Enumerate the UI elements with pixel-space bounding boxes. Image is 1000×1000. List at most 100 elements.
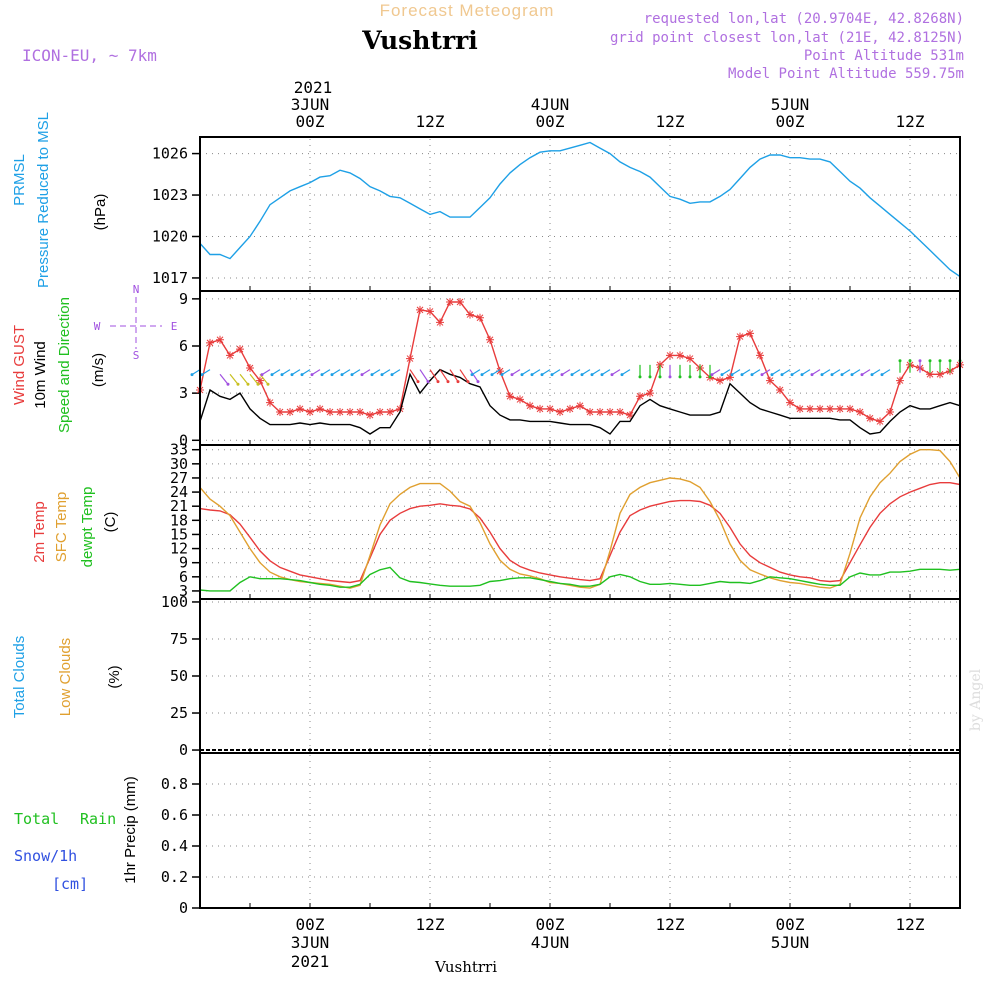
wind-arrow <box>581 369 591 376</box>
wind-arrow-head <box>446 380 450 384</box>
wind-arrow <box>419 369 429 382</box>
prmsl-unit: (hPa) <box>92 194 109 231</box>
wind-arrow-head <box>720 373 724 377</box>
gust-marker <box>926 370 934 379</box>
wind-arrow-head <box>466 380 470 384</box>
gust-marker <box>266 398 274 407</box>
station-title: Vushtrri <box>361 26 478 55</box>
wind-arrow-head <box>480 373 484 377</box>
wind-arrow <box>841 369 851 376</box>
forecast-title: Forecast Meteogram <box>380 1 555 20</box>
low-clouds-label: Low Clouds <box>57 638 74 716</box>
gust-marker <box>736 332 744 341</box>
gust-marker <box>296 404 304 413</box>
wind-arrow-head <box>540 373 544 377</box>
wind-arrow-head <box>938 359 942 363</box>
wind-arrow <box>491 369 501 376</box>
wind-arrow-head <box>300 373 304 377</box>
model-altitude: Model Point Altitude 559.75m <box>728 66 964 82</box>
gust-marker <box>796 404 804 413</box>
gust-marker <box>286 408 294 416</box>
wind-arrow-head <box>520 373 524 377</box>
grid-coords: grid point closest lon,lat (21E, 42.8125… <box>610 30 964 46</box>
gust-marker <box>566 404 574 413</box>
gust-marker <box>586 408 594 416</box>
gust-marker <box>716 376 724 385</box>
wind-arrow-head <box>688 375 692 379</box>
gust-marker <box>666 351 674 360</box>
wind-arrow <box>469 369 479 382</box>
footer-station: Vushtrri <box>434 958 497 976</box>
gust-marker <box>386 408 394 416</box>
wind-arrow-head <box>810 373 814 377</box>
wind-arrow-head <box>830 373 834 377</box>
wind-arrow-head <box>740 373 744 377</box>
wind-arrow <box>811 369 821 376</box>
gust-marker <box>876 417 884 426</box>
y-tick-label: 9 <box>179 554 188 572</box>
gust-marker <box>676 351 684 360</box>
wind-arrow-head <box>880 373 884 377</box>
wind-arrow-head <box>840 373 844 377</box>
wind-arrow <box>301 369 311 376</box>
wind-arrow-head <box>226 382 230 386</box>
y-tick-label: 27 <box>170 469 188 487</box>
gust-marker <box>606 408 614 416</box>
y-tick-label: 0.4 <box>161 837 188 855</box>
y-tick-label: 0.2 <box>161 868 188 886</box>
gust-marker <box>636 392 644 401</box>
gust-marker <box>326 408 334 416</box>
wind-arrow <box>621 369 631 376</box>
top-hour-label: 00Z <box>296 112 325 131</box>
wind-arrow-head <box>190 373 194 377</box>
gust-marker <box>746 329 754 338</box>
wind-arrow-head <box>416 380 420 384</box>
wind-arrow <box>771 369 781 376</box>
wind-arrow <box>821 369 831 376</box>
wind-arrow <box>321 369 331 376</box>
bottom-hour-label: 12Z <box>416 915 445 934</box>
wind-arrow <box>591 369 601 376</box>
top-day-label: 4JUN <box>531 95 570 114</box>
wind-arrow <box>751 369 761 376</box>
y-tick-label: 1017 <box>152 269 188 287</box>
wind-arrow-head <box>638 375 642 379</box>
gust-marker <box>836 404 844 413</box>
compass-n: N <box>133 283 140 296</box>
wind-arrow-head <box>770 373 774 377</box>
y-tick-label: 33 <box>170 441 188 459</box>
gust-marker <box>246 364 254 372</box>
wind-arrow-head <box>948 359 952 363</box>
pressure-label: Pressure Reduced to MSL <box>35 112 52 288</box>
y-tick-label: 15 <box>170 525 188 543</box>
wind-arrow-head <box>360 373 364 377</box>
gust-marker <box>356 408 364 416</box>
panel-frame <box>199 752 961 909</box>
bottom-day-label: 5JUN <box>771 933 810 952</box>
cloud-unit: (%) <box>106 665 123 688</box>
panel-frame <box>199 444 961 600</box>
panel-2: 0 3 6 9 <box>179 290 964 449</box>
gust-marker <box>936 370 944 379</box>
wind-arrow-head <box>530 373 534 377</box>
wind-arrow <box>611 369 621 376</box>
top-hour-label: 12Z <box>416 112 445 131</box>
wind-arrow-head <box>860 373 864 377</box>
wind-arrow <box>191 369 201 376</box>
wind-arrow-head <box>730 373 734 377</box>
y-tick-label: 24 <box>170 483 188 501</box>
wind-arrow <box>429 369 439 382</box>
gust-marker <box>206 338 214 347</box>
gust-marker <box>236 345 244 354</box>
gust-marker <box>856 408 864 416</box>
y-tick-label: 3 <box>179 384 188 402</box>
wind-arrow <box>531 369 541 376</box>
y-tick-label: 25 <box>170 704 188 722</box>
wind-arrow <box>721 369 731 376</box>
y-tick-label: 75 <box>170 630 188 648</box>
precip-axis-label: 1hr Precip (mm) <box>122 776 139 884</box>
snow-unit: [cm] <box>52 875 88 893</box>
y-tick-label: 1026 <box>152 145 188 163</box>
